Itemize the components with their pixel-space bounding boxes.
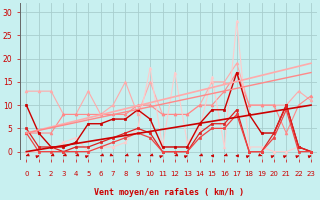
X-axis label: Vent moyen/en rafales ( km/h ): Vent moyen/en rafales ( km/h ): [94, 188, 244, 197]
